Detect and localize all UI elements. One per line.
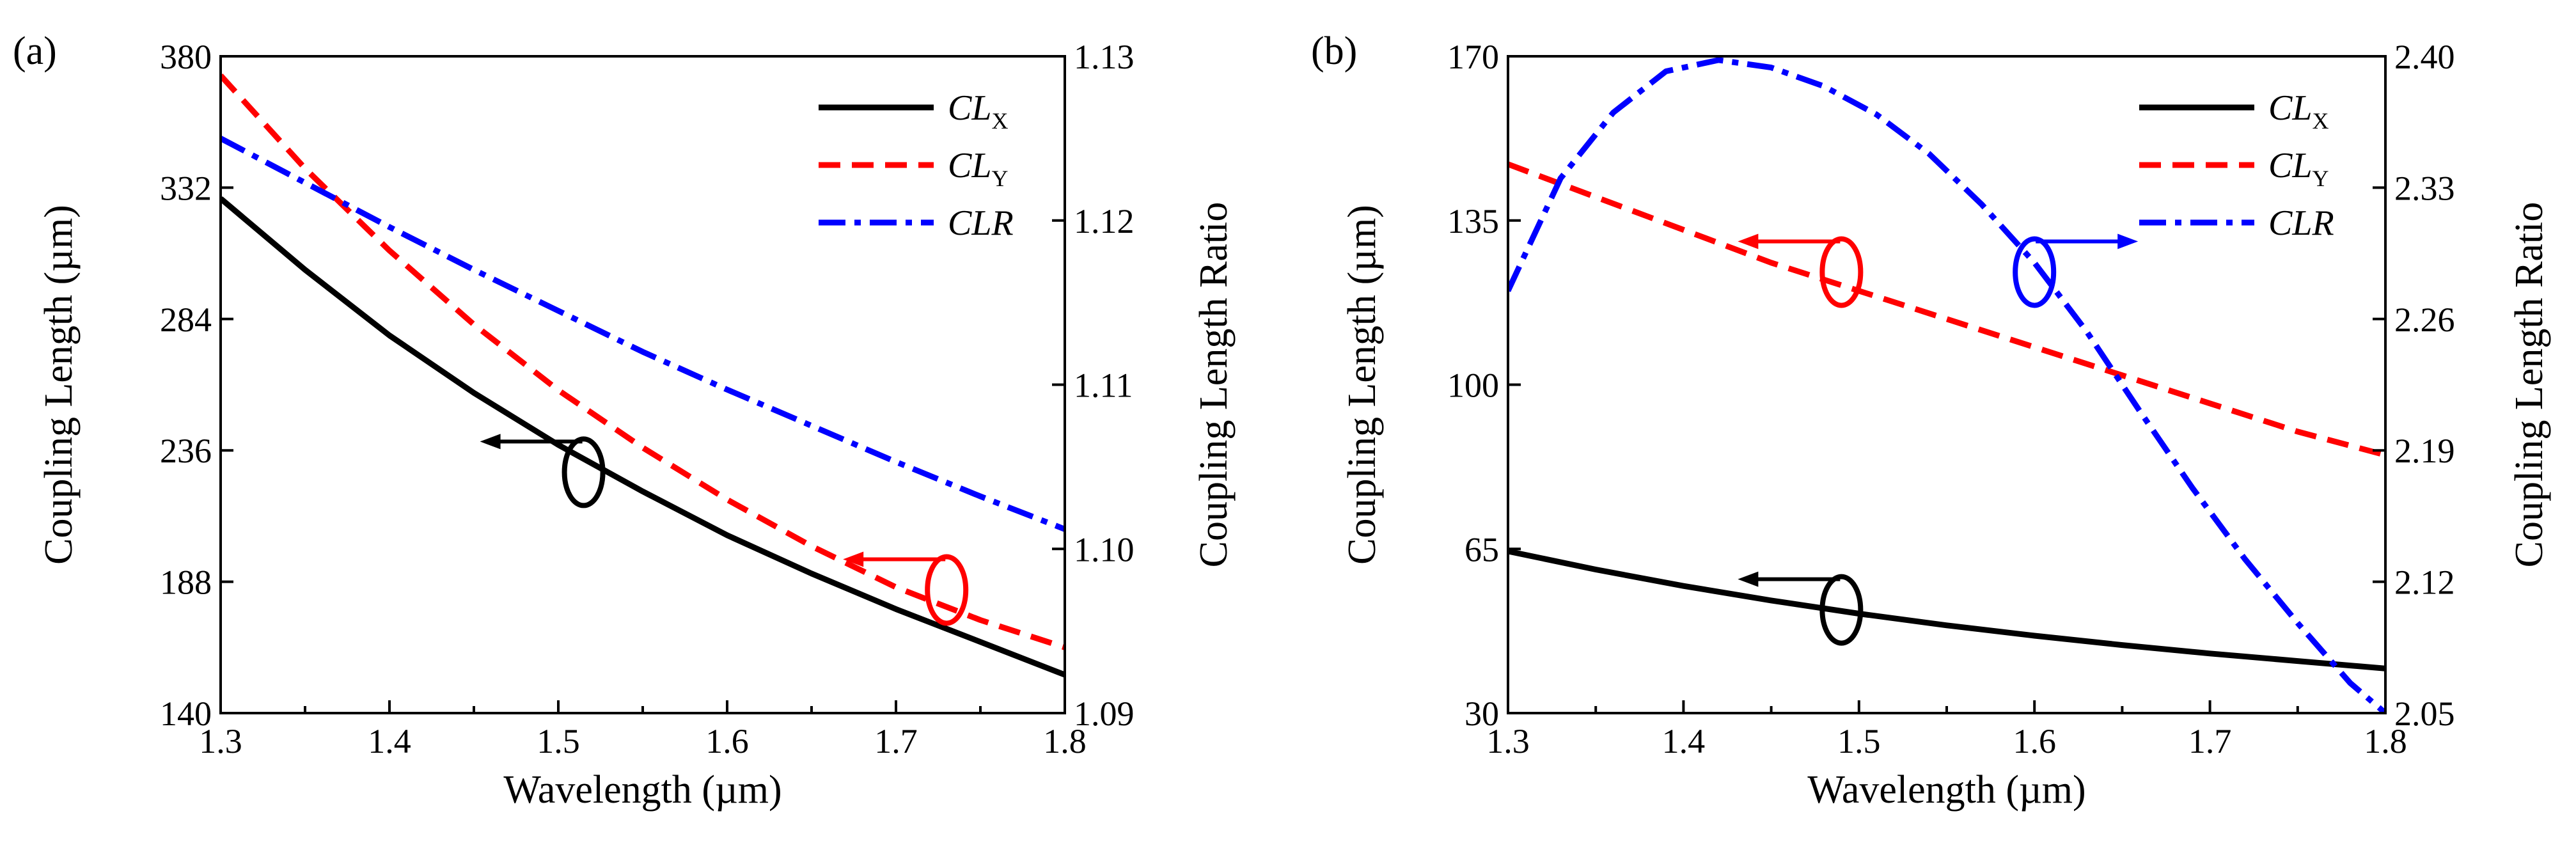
y-right-tick-label: 1.12 [1074, 202, 1135, 240]
x-axis-title: Wavelength (µm) [1807, 768, 2085, 812]
cl-y-line [1508, 161, 2385, 458]
x-tick-label: 1.3 [199, 722, 242, 760]
x-tick-label: 1.3 [1486, 722, 1530, 760]
y-left-tick-label: 236 [160, 432, 212, 470]
y-left-tick-label: 284 [160, 301, 212, 339]
cl-x-line [221, 196, 1065, 678]
annotation-arrow-head [1738, 571, 1759, 587]
x-tick-label: 1.8 [2364, 722, 2407, 760]
panel-label: (a) [13, 29, 57, 73]
y-right-tick-label: 2.26 [2394, 301, 2455, 339]
legend-name: CLR [948, 203, 1014, 243]
y-left-tick-label: 170 [1447, 38, 1499, 76]
annotation-ellipse [1819, 574, 1864, 646]
x-tick-label: 1.5 [1837, 722, 1881, 760]
y-left-tick-label: 140 [160, 695, 212, 733]
legend-label: CLY [2268, 146, 2329, 191]
y-right-axis-title: Coupling Length Ratio [2508, 202, 2551, 568]
annotation-arrow-head [843, 551, 864, 567]
legend-name: CL [2268, 146, 2313, 185]
y-left-tick-label: 188 [160, 563, 212, 602]
cl-x-line [1508, 548, 2385, 672]
y-right-tick-label: 2.33 [2394, 169, 2455, 207]
clr-line [1508, 57, 2385, 713]
legend-subscript: X [2313, 108, 2329, 134]
cl-y-line [221, 73, 1065, 650]
legend-name: CL [948, 88, 992, 128]
y-left-tick-label: 380 [160, 38, 212, 76]
legend-subscript: X [992, 108, 1009, 134]
y-right-tick-label: 1.09 [1074, 695, 1135, 733]
x-tick-label: 1.5 [537, 722, 580, 760]
x-axis-title: Wavelength (µm) [503, 768, 781, 812]
y-right-tick-label: 1.10 [1074, 530, 1135, 569]
legend-name: CL [948, 146, 992, 185]
series-group [221, 73, 1065, 678]
clr-line [221, 136, 1065, 532]
annotation-arrow-head [480, 434, 501, 450]
annotation-ellipse [925, 554, 969, 626]
annotation-arrow-head [2117, 233, 2139, 249]
legend-name: CLR [2268, 203, 2334, 243]
annotation-ellipse [1819, 236, 1864, 308]
legend-label: CLR [948, 203, 1014, 243]
annotation-ellipse [2013, 236, 2057, 308]
legend-label: CLX [948, 88, 1009, 134]
legend-label: CLY [948, 146, 1009, 191]
x-tick-label: 1.7 [874, 722, 918, 760]
x-tick-label: 1.6 [705, 722, 749, 760]
y-left-tick-label: 135 [1447, 202, 1499, 240]
y-right-axis-title: Coupling Length Ratio [1192, 202, 1236, 568]
legend-subscript: Y [992, 166, 1009, 191]
annotation-ellipse [562, 436, 606, 508]
y-right-tick-label: 1.13 [1074, 38, 1135, 76]
plot-frame [219, 55, 1066, 714]
y-right-tick-label: 2.19 [2394, 432, 2455, 470]
y-left-axis-title: Coupling Length (µm) [37, 205, 81, 565]
x-tick-label: 1.4 [1662, 722, 1706, 760]
x-tick-label: 1.6 [2013, 722, 2056, 760]
legend-subscript: Y [2313, 166, 2329, 191]
y-right-tick-label: 2.40 [2394, 38, 2455, 76]
y-right-tick-label: 2.12 [2394, 563, 2455, 602]
y-right-tick-label: 1.11 [1074, 366, 1133, 405]
legend-label: CLX [2268, 88, 2329, 134]
panel-a: (a) 1.3 1.4 1.5 1.6 1.7 1.8 140 188 236 284 332 380 1… [13, 29, 1236, 812]
annotation-arrow-head [1738, 233, 1759, 249]
y-right-tick-label: 2.05 [2394, 695, 2455, 733]
y-left-axis-title: Coupling Length (µm) [1340, 205, 1384, 565]
y-left-tick-label: 100 [1447, 366, 1499, 405]
x-tick-label: 1.4 [368, 722, 411, 760]
x-tick-label: 1.8 [1043, 722, 1087, 760]
series-group [1508, 57, 2385, 713]
y-left-tick-label: 65 [1465, 530, 1499, 569]
legend-name: CL [2268, 88, 2313, 128]
panel-b: (b) 1.3 1.4 1.5 1.6 1.7 1.8 30 65 100 135 170 2.05 2.… [1311, 29, 2551, 812]
x-tick-label: 1.7 [2188, 722, 2232, 760]
legend-label: CLR [2268, 203, 2334, 243]
panel-label: (b) [1311, 29, 1357, 73]
y-left-tick-label: 30 [1465, 695, 1499, 733]
plot-frame [1507, 55, 2387, 714]
y-left-tick-label: 332 [160, 169, 212, 207]
